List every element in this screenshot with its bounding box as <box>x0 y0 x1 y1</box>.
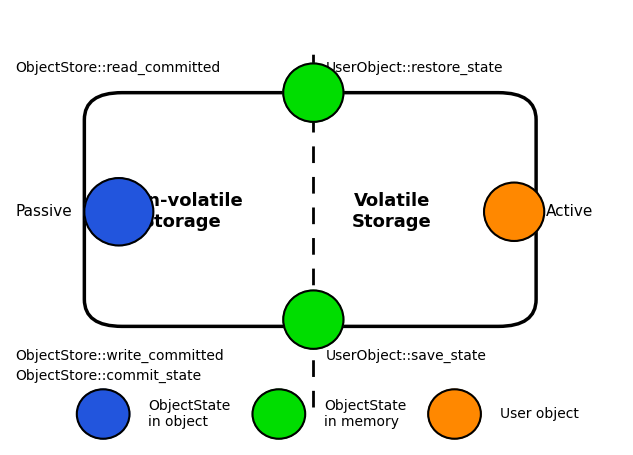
Ellipse shape <box>283 290 344 349</box>
Ellipse shape <box>84 178 153 246</box>
Ellipse shape <box>253 389 305 439</box>
Text: Non-volatile
Storage: Non-volatile Storage <box>120 192 243 231</box>
Text: ObjectStore::write_committed: ObjectStore::write_committed <box>15 349 224 363</box>
Text: User object: User object <box>499 407 579 421</box>
Text: UserObject::restore_state: UserObject::restore_state <box>326 61 503 75</box>
Text: Passive: Passive <box>15 204 72 219</box>
Ellipse shape <box>283 63 344 122</box>
Text: ObjectStore::read_committed: ObjectStore::read_committed <box>15 61 220 75</box>
Text: ObjectState
in memory: ObjectState in memory <box>324 399 406 429</box>
Text: ObjectState
in object: ObjectState in object <box>148 399 230 429</box>
Ellipse shape <box>484 182 544 241</box>
Ellipse shape <box>77 389 130 439</box>
Ellipse shape <box>428 389 481 439</box>
Text: UserObject::save_state: UserObject::save_state <box>326 349 487 363</box>
Text: ObjectStore::commit_state: ObjectStore::commit_state <box>15 369 201 383</box>
Text: Active: Active <box>546 204 593 219</box>
Text: Volatile
Storage: Volatile Storage <box>352 192 432 231</box>
